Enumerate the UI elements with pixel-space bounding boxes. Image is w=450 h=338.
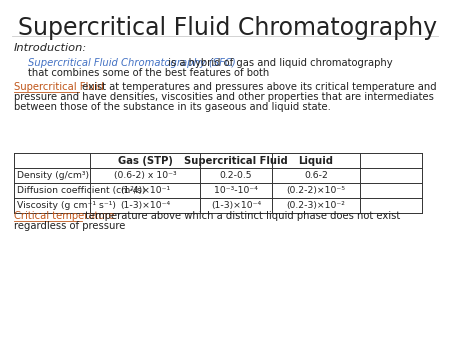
Text: Viscosity (g cm⁻¹ s⁻¹): Viscosity (g cm⁻¹ s⁻¹) [17, 201, 116, 210]
Text: temperature above which a distinct liquid phase does not exist: temperature above which a distinct liqui… [82, 211, 400, 221]
Text: Liquid: Liquid [298, 155, 333, 166]
Text: (0.6-2) x 10⁻³: (0.6-2) x 10⁻³ [114, 171, 176, 180]
Text: regardless of pressure: regardless of pressure [14, 221, 126, 231]
Text: is a hybrid of gas and liquid chromatography: is a hybrid of gas and liquid chromatogr… [165, 58, 392, 68]
Text: between those of the substance in its gaseous and liquid state.: between those of the substance in its ga… [14, 102, 331, 112]
Text: exist at temperatures and pressures above its critical temperature and: exist at temperatures and pressures abov… [79, 82, 436, 92]
Text: 0.6-2: 0.6-2 [304, 171, 328, 180]
Text: (1-3)×10⁻⁴: (1-3)×10⁻⁴ [120, 201, 170, 210]
Text: Supercritical Fluid: Supercritical Fluid [184, 155, 288, 166]
Text: Supercritical Fluid: Supercritical Fluid [14, 82, 104, 92]
Text: Supercritical Fluid Chromatography (SFC): Supercritical Fluid Chromatography (SFC) [28, 58, 236, 68]
Text: 0.2-0.5: 0.2-0.5 [220, 171, 252, 180]
Text: Supercritical Fluid Chromatography: Supercritical Fluid Chromatography [18, 16, 437, 40]
Text: Critical temperature: Critical temperature [14, 211, 115, 221]
Text: (0.2-3)×10⁻²: (0.2-3)×10⁻² [287, 201, 346, 210]
Text: pressure and have densities, viscosities and other properties that are intermedi: pressure and have densities, viscosities… [14, 92, 434, 102]
Text: Gas (STP): Gas (STP) [117, 155, 172, 166]
Text: Diffusion coefficient (cm²/s): Diffusion coefficient (cm²/s) [17, 186, 145, 195]
Text: Introduction:: Introduction: [14, 43, 87, 53]
Text: that combines some of the best features of both: that combines some of the best features … [28, 68, 269, 78]
Text: Density (g/cm³): Density (g/cm³) [17, 171, 89, 180]
Text: (0.2-2)×10⁻⁵: (0.2-2)×10⁻⁵ [287, 186, 346, 195]
Text: (1-3)×10⁻⁴: (1-3)×10⁻⁴ [211, 201, 261, 210]
Text: 10⁻³-10⁻⁴: 10⁻³-10⁻⁴ [214, 186, 258, 195]
Text: (1-4)×10⁻¹: (1-4)×10⁻¹ [120, 186, 170, 195]
